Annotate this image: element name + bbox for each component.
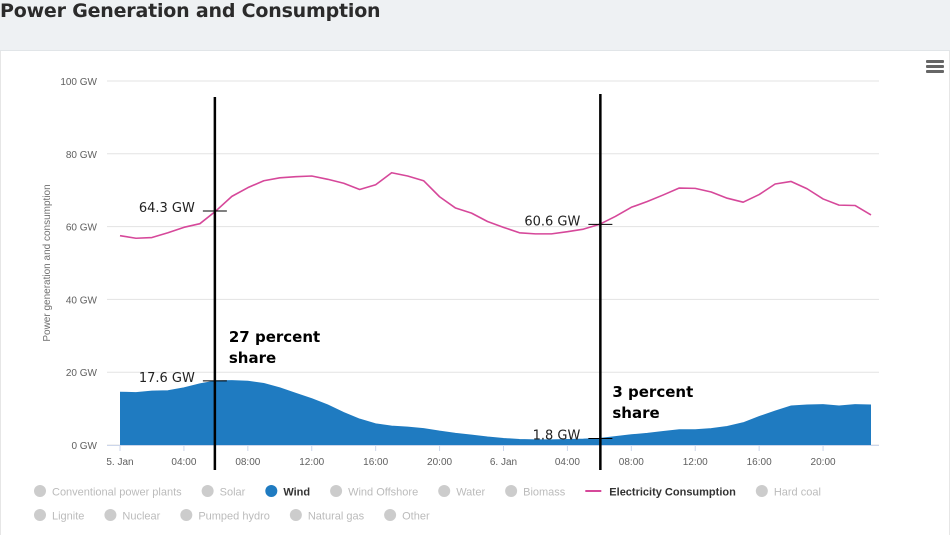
legend-dot-symbol xyxy=(201,485,214,497)
wind-area xyxy=(120,380,871,445)
legend-label: Lignite xyxy=(52,511,84,523)
legend-item-solar[interactable]: Solar xyxy=(201,485,246,499)
y-tick-label: 40 GW xyxy=(66,295,98,306)
x-tick-label: 5. Jan xyxy=(106,457,133,468)
legend-label: Natural gas xyxy=(308,511,365,523)
legend-dot-symbol xyxy=(755,485,768,497)
annotation-label: 1.8 GW xyxy=(533,428,581,443)
legend-dot-symbol xyxy=(104,509,117,521)
y-axis-ticks: 0 GW 20 GW 40 GW 60 GW 80 GW 100 GW xyxy=(60,77,97,452)
page-header: Power Generation and Consumption xyxy=(0,0,950,51)
share-label: 27 percent xyxy=(229,328,320,346)
legend-dot-symbol xyxy=(265,485,278,497)
y-tick-label: 80 GW xyxy=(66,150,98,161)
x-tick-label: 12:00 xyxy=(299,457,324,468)
annotation-label: 17.6 GW xyxy=(139,371,195,386)
x-tick-label: 6. Jan xyxy=(490,457,517,468)
legend-item-pumped-hydro[interactable]: Pumped hydro xyxy=(180,509,270,523)
y-tick-label: 0 GW xyxy=(71,441,97,452)
x-tick-label: 20:00 xyxy=(811,457,836,468)
legend-label: Wind xyxy=(283,487,310,499)
y-tick-label: 20 GW xyxy=(66,368,98,379)
x-tick-label: 08:00 xyxy=(619,457,644,468)
x-tick-label: 16:00 xyxy=(363,457,388,468)
legend-item-electricity-consumption[interactable]: Electricity Consumption xyxy=(585,487,736,499)
share-label: share xyxy=(612,404,659,422)
x-axis-ticks: 5. Jan 04:00 08:00 12:00 16:00 20:00 6. Jan 04:… xyxy=(106,445,879,468)
y-tick-label: 100 GW xyxy=(60,77,97,88)
chart-series xyxy=(119,171,872,445)
annotation-label: 60.6 GW xyxy=(524,214,580,229)
legend-dot-symbol xyxy=(438,485,451,497)
legend-dot-symbol xyxy=(34,509,46,521)
legend-item-hard-coal[interactable]: Hard coal xyxy=(755,485,821,499)
legend-dot-symbol xyxy=(384,509,397,521)
legend-dot-symbol xyxy=(289,509,302,521)
x-tick-label: 20:00 xyxy=(427,457,452,468)
share-label: 3 percent xyxy=(612,383,693,401)
hamburger-menu-icon[interactable] xyxy=(926,60,944,76)
legend-item-other[interactable]: Other xyxy=(384,509,430,523)
legend-label: Hard coal xyxy=(774,487,821,499)
x-tick-label: 16:00 xyxy=(747,457,772,468)
legend-label: Nuclear xyxy=(122,511,160,523)
legend-label: Solar xyxy=(220,487,246,499)
legend-item-wind[interactable]: Wind xyxy=(265,485,310,499)
legend-item-natural-gas[interactable]: Natural gas xyxy=(289,509,365,523)
x-tick-label: 04:00 xyxy=(171,457,196,468)
chart-panel xyxy=(0,51,950,535)
legend-label: Electricity Consumption xyxy=(609,487,736,499)
x-tick-label: 08:00 xyxy=(235,457,260,468)
legend-label: Wind Offshore xyxy=(348,487,418,499)
legend-item-nuclear[interactable]: Nuclear xyxy=(104,509,161,523)
page-title: Power Generation and Consumption xyxy=(0,0,381,22)
legend-label: Biomass xyxy=(523,487,566,499)
legend-item-conventional-power-plants[interactable]: Conventional power plants xyxy=(34,485,182,499)
x-tick-label: 04:00 xyxy=(555,457,580,468)
y-axis-title: Power generation and consumption xyxy=(42,184,53,341)
legend-label: Conventional power plants xyxy=(52,487,182,499)
legend-item-lignite[interactable]: Lignite xyxy=(34,509,84,523)
wind-line xyxy=(119,380,872,441)
x-tick-label: 12:00 xyxy=(683,457,708,468)
legend-dot-symbol xyxy=(180,509,193,521)
legend-label: Pumped hydro xyxy=(198,511,270,523)
legend-label: Other xyxy=(402,511,430,523)
legend-item-biomass[interactable]: Biomass xyxy=(505,485,566,499)
annotation-label: 64.3 GW xyxy=(139,201,195,216)
electricity-consumption-line xyxy=(119,171,872,240)
legend-item-water[interactable]: Water xyxy=(438,485,485,499)
chart-legend: Conventional power plants Solar Wind Wind O… xyxy=(34,485,821,523)
share-label: share xyxy=(229,349,276,367)
legend-dot-symbol xyxy=(330,485,343,497)
legend-dot-symbol xyxy=(34,485,46,497)
y-tick-label: 60 GW xyxy=(66,223,98,234)
legend-label: Water xyxy=(456,487,485,499)
legend-dot-symbol xyxy=(505,485,518,497)
legend-item-wind-offshore[interactable]: Wind Offshore xyxy=(330,485,418,499)
chart-annotations: 64.3 GW 17.6 GW 60.6 GW 1.8 GW 27 percent sha… xyxy=(139,94,693,470)
